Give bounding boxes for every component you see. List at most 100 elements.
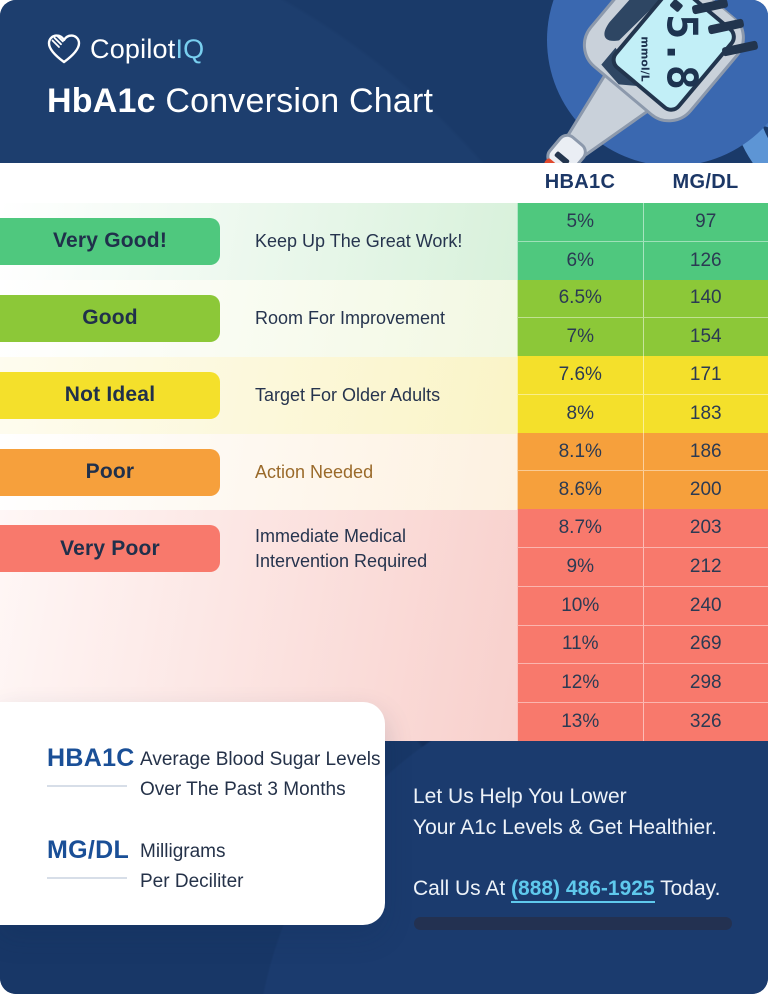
category-section-poor: Poor Action Needed	[0, 433, 517, 511]
table-row: 8.1% 186	[517, 432, 768, 471]
table-column-headers: HBA1C MG/DL	[0, 163, 768, 203]
mgdl-value: 97	[695, 210, 717, 232]
table-row: 7.6% 171	[517, 356, 768, 394]
glucose-meter-illustration: 5.8 mmol/L	[544, 0, 745, 163]
mgdl-value: 171	[689, 364, 722, 386]
table-row: 11% 269	[517, 624, 768, 664]
table-row: 13% 326	[517, 702, 768, 741]
category-label: Poor	[85, 460, 135, 483]
legend-underline	[47, 877, 127, 879]
mgdl-value: 326	[689, 711, 722, 733]
category-section-not-ideal: Not Ideal Target For Older Adults	[0, 356, 517, 434]
cta-call-suffix: Today.	[654, 877, 721, 900]
mgdl-value: 126	[689, 249, 722, 271]
meter-unit: mmol/L	[638, 36, 651, 81]
mgdl-value: 186	[689, 440, 722, 462]
category-description: Immediate Medical Intervention Required	[255, 525, 428, 571]
mgdl-value: 203	[689, 517, 722, 539]
cta-call-line: Call Us At (888) 486-1925 Today.	[413, 873, 720, 904]
hba1c-value: 12%	[518, 664, 644, 703]
category-sections: Very Good! Keep Up The Great Work! Good …	[0, 203, 517, 742]
category-label: Very Good!	[52, 229, 168, 253]
table-row: 8% 183	[517, 393, 768, 433]
legend-definition-line: Average Blood Sugar Levels	[140, 749, 381, 770]
category-pill: Very Poor	[0, 525, 220, 573]
hba1c-value: 8.7%	[518, 509, 644, 548]
hba1c-value: 9%	[518, 548, 644, 586]
mgdl-value: 240	[689, 594, 722, 616]
category-pill: Good	[0, 294, 220, 342]
brand-name-primary: Copilot	[90, 33, 176, 64]
battery-icon	[670, 0, 683, 12]
hba1c-value: 5%	[518, 203, 644, 241]
category-description: Keep Up The Great Work!	[255, 230, 463, 251]
table-row: 7% 154	[517, 317, 768, 357]
hba1c-value: 8.6%	[518, 471, 644, 510]
conversion-table: 5% 97 6% 126 6.5% 140 7% 154 7.6% 171 8%…	[517, 203, 768, 741]
legend-underline	[47, 785, 127, 787]
category-section-good: Good Room For Improvement	[0, 279, 517, 357]
legend-term: MG/DL	[47, 836, 130, 864]
hba1c-value: 6.5%	[518, 279, 644, 318]
category-label: Not Ideal	[64, 383, 156, 407]
hba1c-value: 11%	[518, 625, 644, 664]
category-section-very-good: Very Good! Keep Up The Great Work!	[0, 203, 517, 280]
legend-entry-hba1c: HBA1C Average Blood Sugar Levels Over Th…	[47, 744, 380, 805]
category-description: Room For Improvement	[255, 307, 446, 328]
category-pill: Very Good!	[0, 217, 220, 265]
cta-line-2: Your A1c Levels & Get Healthier.	[413, 816, 717, 839]
mgdl-value: 140	[689, 287, 722, 309]
cta-line-1: Let Us Help You Lower	[413, 785, 627, 808]
legend-definition-line: Over The Past 3 Months	[140, 779, 346, 800]
legend-definition: Milligrams Per Deciliter	[140, 836, 243, 897]
table-row: 12% 298	[517, 663, 768, 703]
table-row: 6.5% 140	[517, 279, 768, 318]
hba1c-value: 8.1%	[518, 432, 644, 471]
table-row: 8.6% 200	[517, 470, 768, 510]
legend-term: HBA1C	[47, 744, 135, 772]
table-row: 9% 212	[517, 547, 768, 586]
legend-card: HBA1C Average Blood Sugar Levels Over Th…	[0, 702, 385, 925]
meter-reading: 5.8	[658, 14, 707, 90]
category-label: Good	[82, 306, 138, 330]
brand-logo: CopilotIQ	[46, 33, 204, 65]
category-pill: Poor	[0, 448, 220, 496]
category-pill: Not Ideal	[0, 371, 220, 419]
table-row: 6% 126	[517, 240, 768, 280]
legend-definition: Average Blood Sugar Levels Over The Past…	[140, 744, 380, 805]
table-row: 8.7% 203	[517, 509, 768, 548]
hba1c-value: 10%	[518, 586, 644, 625]
mgdl-value: 269	[689, 633, 722, 655]
column-header-hba1c: HBA1C	[544, 171, 616, 193]
phone-number-link[interactable]: (888) 486-1925	[511, 877, 655, 903]
hba1c-value: 7%	[518, 318, 644, 357]
mgdl-value: 298	[689, 672, 722, 694]
mgdl-value: 212	[689, 555, 722, 577]
category-label: Very Poor	[60, 536, 160, 560]
column-header-mgdl: MG/DL	[672, 171, 739, 193]
mgdl-value: 183	[689, 402, 722, 424]
brand-name: CopilotIQ	[90, 34, 204, 65]
page-title: HbA1c Conversion Chart	[47, 82, 433, 121]
legend-definition-line: Milligrams	[140, 841, 226, 862]
hba1c-value: 13%	[518, 703, 644, 741]
hba1c-value: 7.6%	[518, 356, 644, 394]
legend-definition-line: Per Deciliter	[140, 871, 244, 892]
hba1c-value: 8%	[518, 394, 644, 433]
cta-call-prefix: Call Us At	[413, 877, 512, 900]
legend-entry-mgdl: MG/DL Milligrams Per Deciliter	[47, 836, 243, 897]
mgdl-value: 200	[689, 479, 722, 501]
lancet-red-tip	[544, 158, 557, 163]
table-row: 10% 240	[517, 585, 768, 625]
header: 5.8 mmol/L CopilotIQ HbA1c Conversion Ch…	[0, 0, 768, 163]
cta-divider-bar	[414, 917, 732, 930]
conversion-chart: Very Good! Keep Up The Great Work! Good …	[0, 203, 768, 742]
lancet-tip	[546, 133, 587, 163]
heart-logo-icon	[47, 34, 81, 64]
page-title-rest: Conversion Chart	[165, 82, 434, 120]
brand-name-secondary: IQ	[175, 33, 205, 64]
category-description: Action Needed	[255, 461, 374, 482]
page-title-bold: HbA1c	[47, 82, 156, 120]
mgdl-value: 154	[689, 326, 722, 348]
